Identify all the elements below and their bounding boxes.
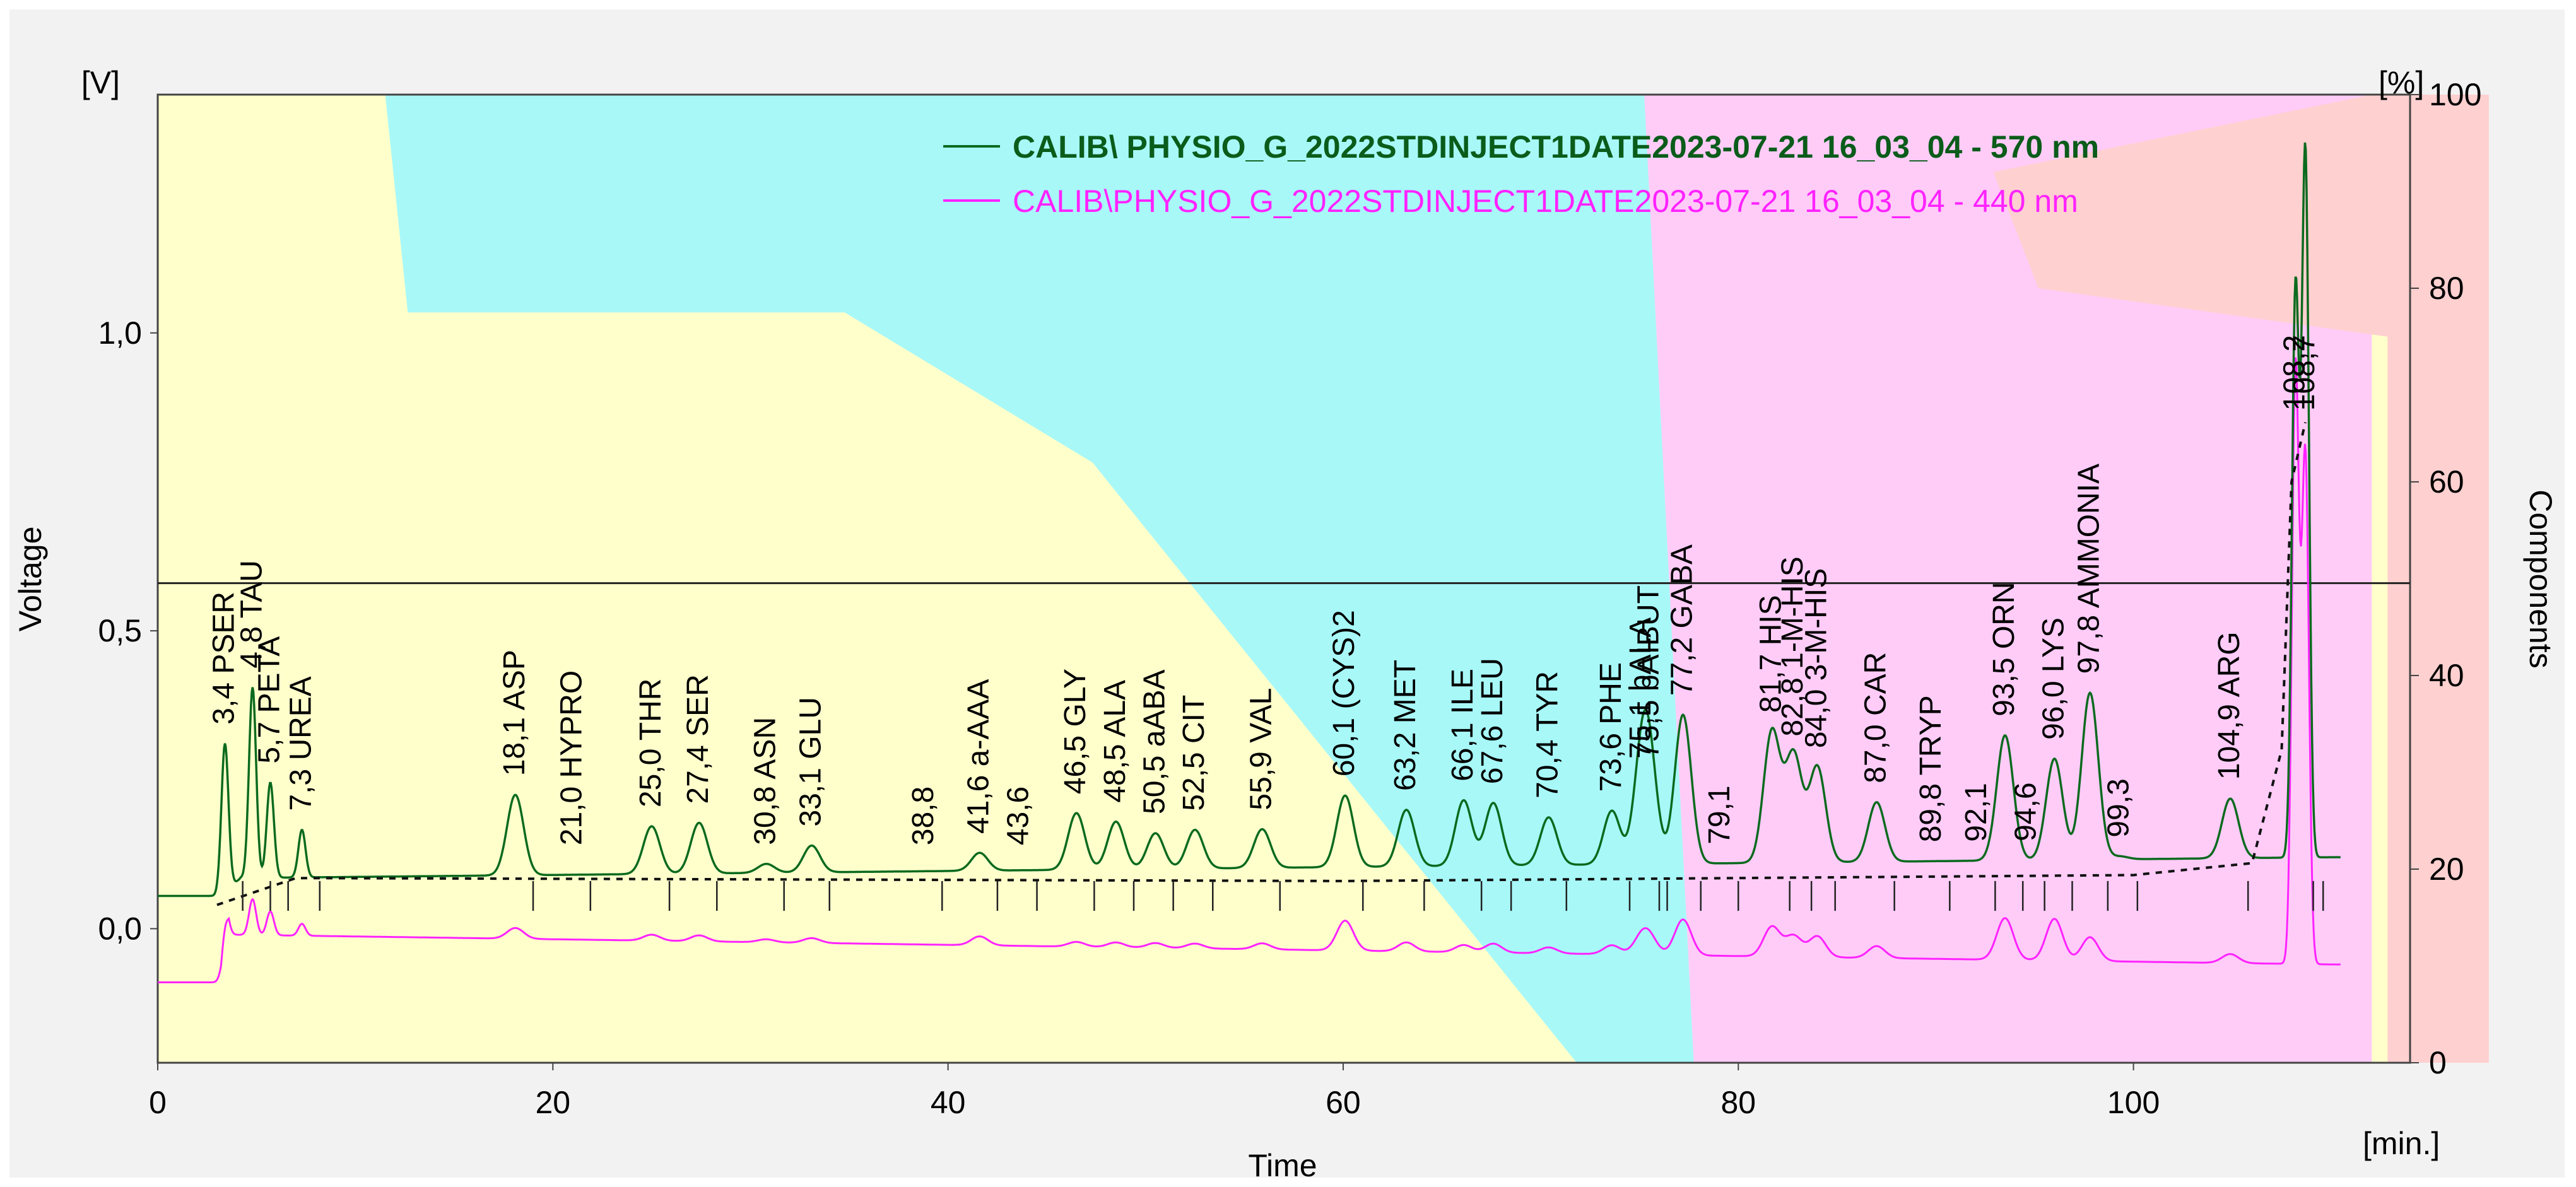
y2-tick-label-0: 0 — [2429, 1045, 2447, 1080]
x-tick-label-1: 20 — [536, 1085, 571, 1120]
region-buffer-b — [385, 95, 1694, 1063]
peak-label-33: 92,1 — [1960, 783, 1993, 841]
peak-label-13: 46,5 GLY — [1059, 669, 1092, 794]
peak-label-24: 75,1 bALA — [1624, 617, 1657, 759]
y2-axis-title: Components — [2523, 489, 2558, 669]
peak-label-31: 87,0 CAR — [1859, 652, 1893, 783]
y2-tick-label-1: 20 — [2429, 851, 2464, 887]
peak-label-29: 82,8 1-M-HIS — [1776, 556, 1809, 736]
x-axis-unit: [min.] — [2363, 1126, 2440, 1161]
peak-label-41: 108,7 — [2288, 335, 2321, 411]
peak-label-8: 30,8 ASN — [749, 717, 782, 845]
peak-label-20: 66,1 ILE — [1446, 669, 1479, 781]
peak-label-21: 67,6 LEU — [1476, 658, 1509, 784]
peak-label-0: 3,4 PSER — [208, 592, 241, 725]
peak-label-40: 108,2 — [2278, 335, 2311, 411]
peak-label-38: 99,3 — [2102, 778, 2136, 837]
y2-axis: 0 20 40 60 80 100 — [2410, 77, 2481, 1080]
series-lines — [158, 142, 2341, 983]
peak-label-19: 63,2 MET — [1389, 660, 1422, 791]
peak-label-30: 84,0 3-M-HIS — [1800, 568, 1833, 748]
peak-label-1: 4,8 TAU — [235, 560, 268, 669]
peak-label-11: 41,6 a-AAA — [962, 679, 996, 834]
y-axis: 0,0 0,5 1,0 — [98, 315, 158, 946]
series-line-440nm — [158, 357, 2341, 983]
y-tick-label-1: 0,5 — [98, 613, 142, 648]
plot-border — [156, 93, 2411, 1064]
gradient-regions — [158, 95, 2489, 1063]
peak-label-35: 94,6 — [2009, 782, 2043, 841]
y2-tick-label-4: 80 — [2429, 271, 2464, 306]
x-axis: 0 20 40 60 80 100 — [149, 1063, 2160, 1120]
legend-label-570nm: CALIB\ PHYSIO_G_2022STDINJECT1DATE2023-0… — [1013, 129, 2099, 165]
x-tick-label-2: 40 — [931, 1085, 966, 1120]
peak-label-34: 93,5 ORN — [1987, 582, 2021, 716]
peak-label-39: 104,9 ARG — [2213, 631, 2246, 780]
peak-label-16: 52,5 CIT — [1177, 695, 1211, 811]
peak-label-2: 5,7 PETA — [253, 636, 286, 764]
region-buffer-c — [1644, 95, 2372, 1063]
y-axis-unit: [V] — [81, 65, 120, 100]
integration-baselines — [216, 422, 2307, 906]
peak-label-12: 43,6 — [1001, 786, 1035, 845]
peak-label-23: 73,6 PHE — [1594, 662, 1628, 792]
legend-label-440nm: CALIB\PHYSIO_G_2022STDINJECT1DATE2023-07… — [1013, 184, 2078, 219]
peak-label-22: 70,4 TYR — [1531, 671, 1565, 798]
peak-label-5: 21,0 HYPRO — [555, 670, 589, 845]
y2-tick-label-3: 60 — [2429, 464, 2464, 500]
x-axis-title: Time — [1248, 1148, 1317, 1183]
peak-label-10: 38,8 — [907, 786, 940, 845]
peak-label-26: 77,2 GABA — [1666, 544, 1699, 696]
legend: CALIB\ PHYSIO_G_2022STDINJECT1DATE2023-0… — [943, 129, 2099, 219]
x-tick-label-4: 80 — [1720, 1085, 1756, 1120]
y-tick-label-0: 0,0 — [98, 911, 142, 946]
peak-label-7: 27,4 SER — [681, 674, 715, 804]
peak-label-9: 33,1 GLU — [794, 697, 828, 826]
y-tick-label-2: 1,0 — [98, 315, 142, 351]
integration-baseline — [216, 422, 2307, 906]
x-tick-label-3: 60 — [1326, 1085, 1361, 1120]
peak-label-3: 7,3 UREA — [285, 676, 318, 810]
peak-label-37: 97,8 AMMONIA — [2073, 464, 2106, 674]
peak-label-17: 55,9 VAL — [1245, 688, 1278, 810]
y2-axis-unit: [%] — [2379, 65, 2424, 100]
peak-label-25: 75,5 bAIBUT — [1632, 585, 1665, 759]
peak-label-36: 96,0 LYS — [2037, 617, 2070, 740]
peak-label-6: 25,0 THR — [634, 679, 668, 808]
peak-label-28: 81,7 HIS — [1755, 595, 1788, 713]
peak-label-15: 50,5 aABA — [1138, 670, 1171, 815]
peak-label-18: 60,1 (CYS)2 — [1327, 610, 1361, 776]
y2-tick-label-5: 100 — [2429, 77, 2481, 112]
y2-tick-label-2: 40 — [2429, 658, 2464, 693]
peak-label-27: 79,1 — [1703, 785, 1736, 844]
peak-label-4: 18,1 ASP — [498, 650, 531, 776]
y-axis-title: Voltage — [13, 527, 48, 632]
region-buffer-d — [1993, 95, 2489, 1063]
x-tick-label-5: 100 — [2107, 1085, 2160, 1120]
peak-label-14: 48,5 ALA — [1098, 680, 1132, 803]
peak-markers — [242, 880, 2324, 911]
peak-label-32: 89,8 TRYP — [1914, 695, 1948, 842]
series-line-570nm — [158, 142, 2341, 898]
x-tick-label-0: 0 — [149, 1085, 167, 1120]
